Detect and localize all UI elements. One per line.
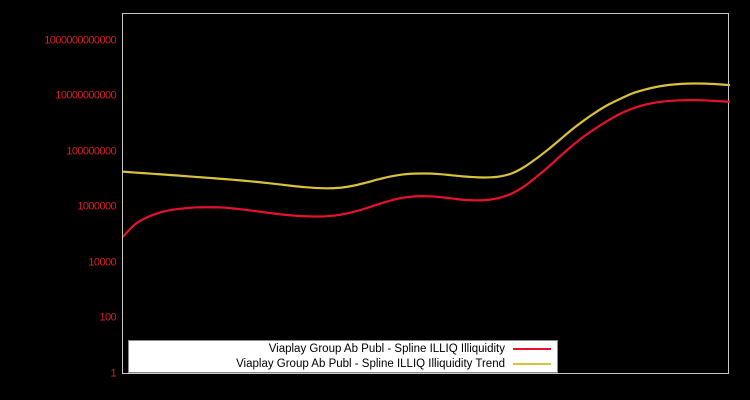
y-tick-label-5: 100: [99, 311, 116, 324]
plot-area: [122, 13, 730, 374]
legend-entry-1[interactable]: Viaplay Group Ab Publ - Spline ILLIQ Ill…: [129, 357, 553, 372]
y-tick-label-3: 1000000: [77, 200, 116, 213]
series-line-0: [123, 99, 730, 238]
legend-label-illiquidity: Viaplay Group Ab Publ - Spline ILLIQ Ill…: [268, 342, 505, 355]
legend-entry-0[interactable]: Viaplay Group Ab Publ - Spline ILLIQ Ill…: [129, 342, 553, 357]
y-axis-tick-labels: 1000000000000 10000000000 100000000 1000000…: [0, 0, 120, 400]
legend-label-illiquidity-trend: Viaplay Group Ab Publ - Spline ILLIQ Ill…: [236, 357, 505, 370]
y-tick-label-1: 10000000000: [55, 89, 116, 102]
chart-legend[interactable]: Viaplay Group Ab Publ - Spline ILLIQ Ill…: [128, 340, 558, 373]
legend-swatch-illiquidity: [513, 348, 551, 350]
series-line-1: [123, 82, 730, 190]
legend-swatch-illiquidity-trend: [513, 363, 551, 365]
plot-lines: [123, 82, 730, 238]
y-tick-label-6: 1: [110, 367, 116, 380]
y-tick-label-0: 1000000000000: [44, 34, 116, 47]
y-tick-label-4: 10000: [88, 256, 116, 269]
y-tick-label-2: 100000000: [66, 145, 116, 158]
